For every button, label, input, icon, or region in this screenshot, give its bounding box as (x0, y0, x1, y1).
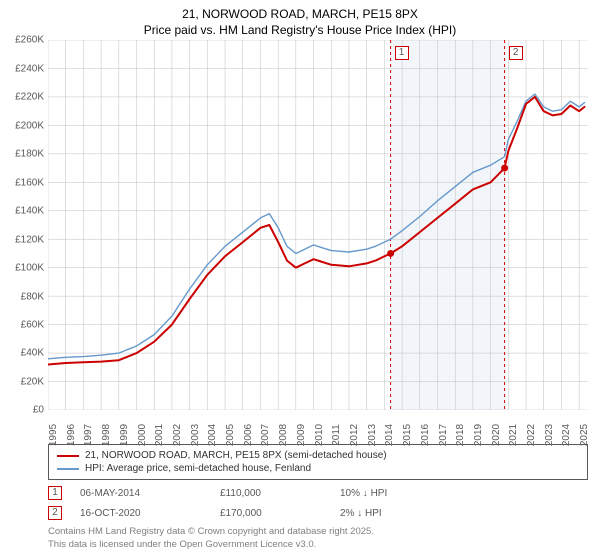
x-tick-label: 2013 (367, 424, 378, 446)
sale-row: 2 16-OCT-2020£170,0002% ↓ HPI (48, 506, 588, 520)
title-line1: 21, NORWOOD ROAD, MARCH, PE15 8PX (0, 6, 600, 22)
x-tick-label: 2007 (260, 424, 271, 446)
y-axis-labels: £0£20K£40K£60K£80K£100K£120K£140K£160K£1… (2, 40, 46, 410)
sale-price: £170,000 (220, 508, 340, 519)
legend-box: 21, NORWOOD ROAD, MARCH, PE15 8PX (semi-… (48, 444, 588, 480)
x-tick-label: 1996 (66, 424, 77, 446)
x-tick-label: 2024 (561, 424, 572, 446)
title-block: 21, NORWOOD ROAD, MARCH, PE15 8PX Price … (0, 0, 600, 40)
y-tick-label: £120K (0, 234, 44, 245)
title-line2: Price paid vs. HM Land Registry's House … (0, 22, 600, 38)
x-tick-label: 1999 (119, 424, 130, 446)
sale-row: 1 06-MAY-2014£110,00010% ↓ HPI (48, 486, 588, 500)
x-tick-label: 2009 (296, 424, 307, 446)
sale-marker-label: 1 (395, 46, 409, 60)
x-tick-label: 2025 (579, 424, 590, 446)
x-tick-label: 1998 (101, 424, 112, 446)
y-tick-label: £100K (0, 263, 44, 274)
sale-date: 06-MAY-2014 (80, 488, 220, 499)
y-tick-label: £0 (0, 405, 44, 416)
sales-rows: 1 06-MAY-2014£110,00010% ↓ HPI 2 16-OCT-202… (48, 486, 588, 520)
attribution-line2: This data is licensed under the Open Gov… (48, 539, 588, 552)
y-tick-label: £20K (0, 376, 44, 387)
x-tick-label: 2019 (473, 424, 484, 446)
y-tick-label: £180K (0, 149, 44, 160)
sale-price: £110,000 (220, 488, 340, 499)
legend-row: 21, NORWOOD ROAD, MARCH, PE15 8PX (semi-… (57, 449, 579, 462)
x-tick-label: 2017 (438, 424, 449, 446)
attribution: Contains HM Land Registry data © Crown c… (48, 526, 588, 552)
y-tick-label: £40K (0, 348, 44, 359)
x-tick-label: 2006 (243, 424, 254, 446)
x-tick-label: 2018 (455, 424, 466, 446)
y-tick-label: £220K (0, 92, 44, 103)
x-tick-label: 2014 (384, 424, 395, 446)
chart-container: 21, NORWOOD ROAD, MARCH, PE15 8PX Price … (0, 0, 600, 560)
x-axis-labels: 1995199619971998199920002001200220032004… (48, 410, 588, 440)
sale-marker-label: 2 (509, 46, 523, 60)
chart-area: £0£20K£40K£60K£80K£100K£120K£140K£160K£1… (48, 40, 588, 410)
x-tick-label: 2008 (278, 424, 289, 446)
x-tick-label: 2011 (331, 425, 342, 447)
y-tick-label: £260K (0, 35, 44, 46)
x-tick-label: 1995 (48, 424, 59, 446)
sale-date: 16-OCT-2020 (80, 508, 220, 519)
y-tick-label: £80K (0, 291, 44, 302)
x-tick-label: 2005 (225, 424, 236, 446)
x-tick-label: 2012 (349, 424, 360, 446)
sale-delta: 10% ↓ HPI (340, 488, 588, 499)
attribution-line1: Contains HM Land Registry data © Crown c… (48, 526, 588, 539)
legend-swatch (57, 455, 79, 457)
x-tick-label: 2001 (154, 424, 165, 446)
y-tick-label: £200K (0, 120, 44, 131)
legend-text: 21, NORWOOD ROAD, MARCH, PE15 8PX (semi-… (85, 450, 387, 461)
x-tick-label: 1997 (83, 424, 94, 446)
x-tick-label: 2016 (420, 424, 431, 446)
x-tick-label: 2015 (402, 424, 413, 446)
x-tick-label: 2004 (207, 424, 218, 446)
y-tick-label: £140K (0, 206, 44, 217)
x-tick-label: 2000 (137, 424, 148, 446)
legend-row: HPI: Average price, semi-detached house,… (57, 462, 579, 475)
legend-swatch (57, 468, 79, 470)
x-tick-label: 2002 (172, 424, 183, 446)
x-tick-label: 2022 (526, 424, 537, 446)
x-tick-label: 2010 (314, 424, 325, 446)
x-tick-label: 2023 (544, 424, 555, 446)
line-chart-svg (48, 40, 588, 410)
y-tick-label: £240K (0, 63, 44, 74)
y-tick-label: £60K (0, 319, 44, 330)
y-tick-label: £160K (0, 177, 44, 188)
x-tick-label: 2020 (491, 424, 502, 446)
bottom-block: 21, NORWOOD ROAD, MARCH, PE15 8PX (semi-… (48, 444, 588, 552)
sale-row-marker: 2 (48, 506, 62, 520)
x-tick-label: 2003 (190, 424, 201, 446)
sale-delta: 2% ↓ HPI (340, 508, 588, 519)
legend-text: HPI: Average price, semi-detached house,… (85, 463, 311, 474)
sale-row-marker: 1 (48, 486, 62, 500)
x-tick-label: 2021 (508, 424, 519, 446)
